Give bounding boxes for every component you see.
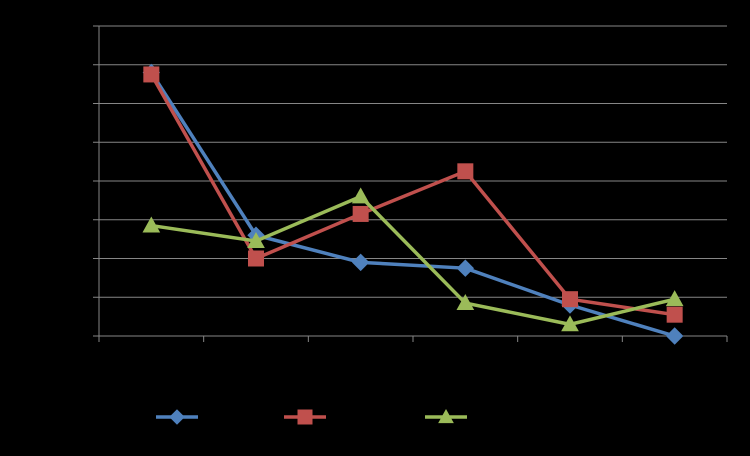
- data-point-diamond: [456, 259, 475, 277]
- data-point-square: [248, 250, 264, 267]
- data-point-square: [352, 205, 369, 222]
- data-point-triangle: [438, 408, 454, 424]
- legend-item-1: [156, 409, 198, 425]
- series-2: [143, 66, 683, 323]
- series-lines: [142, 63, 684, 345]
- data-point-square: [297, 409, 313, 425]
- data-point-square: [562, 291, 578, 308]
- data-point-square: [457, 163, 474, 180]
- legend-item-3: [425, 408, 467, 424]
- data-point-diamond: [351, 253, 370, 272]
- series-3: [142, 187, 684, 332]
- data-point-square: [143, 66, 160, 83]
- data-point-triangle: [665, 290, 684, 307]
- grid-lines: [99, 25, 727, 298]
- data-point-triangle: [561, 315, 579, 332]
- legend-item-2: [284, 409, 326, 425]
- data-point-triangle: [351, 187, 370, 204]
- series-line: [151, 194, 676, 327]
- data-point-triangle: [142, 216, 161, 233]
- legend: [156, 408, 467, 425]
- data-point-diamond: [169, 409, 185, 425]
- series-line: [149, 73, 675, 317]
- data-point-square: [666, 306, 683, 323]
- series-line: [149, 71, 676, 338]
- data-point-diamond: [665, 327, 684, 345]
- data-point-triangle: [247, 232, 265, 248]
- axes: [93, 25, 728, 342]
- data-point-triangle: [456, 294, 475, 310]
